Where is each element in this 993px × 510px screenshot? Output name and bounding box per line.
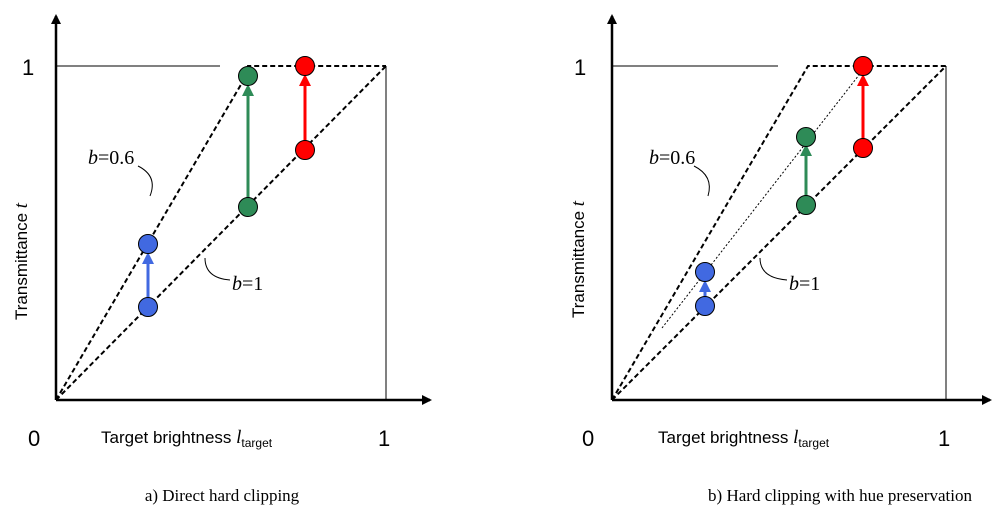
blue-point-start [138,297,158,317]
hue-preservation-line [661,65,867,329]
red-point-end [853,56,873,76]
leader-b-0.6 [137,165,153,197]
green-point-end [238,66,258,86]
tick-one-y: 1 [22,55,34,80]
leader-b-0.6 [693,165,710,197]
red-point-end [295,56,315,76]
x-axis-label: Target brightness ltarget [101,427,273,450]
y-axis-label: Transmittance t [11,202,32,320]
tick-one-x: 1 [378,426,390,451]
green-point-start [238,197,258,217]
tick-zero: 0 [582,426,594,451]
red-point-start [295,140,315,160]
curve-b-1 [611,65,947,401]
leader-b-1 [204,257,231,281]
blue-point-end [138,234,158,254]
curve-b-0.6 [611,65,946,401]
label-b-0.6: b=0.6 [88,147,134,169]
blue-point-end [695,262,715,282]
curve-b-1 [55,65,387,401]
green-point-end [796,127,816,147]
tick-one-y: 1 [574,55,586,80]
x-axis-label: Target brightness ltarget [658,427,830,450]
tick-one-x: 1 [938,426,950,451]
y-axis-label: Transmittance t [568,200,589,318]
label-b-1: b=1 [232,273,263,295]
panel-a: 1 0 1 Transmittance t Target brightness … [11,14,432,505]
blue-point-start [695,296,715,316]
caption-a: a) Direct hard clipping [145,486,300,505]
leader-b-1 [759,257,788,281]
label-b-1: b=1 [789,273,820,295]
green-point-start [796,195,816,215]
panel-b: 1 0 1 Transmittance t Target brightness … [568,14,992,505]
label-b-0.6: b=0.6 [649,147,695,169]
tick-zero: 0 [28,426,40,451]
caption-b: b) Hard clipping with hue preservation [708,486,972,505]
red-point-start [853,138,873,158]
